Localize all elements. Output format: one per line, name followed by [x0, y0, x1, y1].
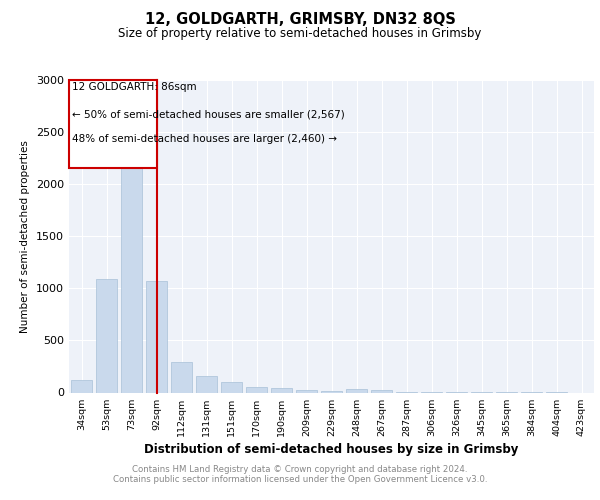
Bar — [71, 380, 92, 392]
Text: Contains HM Land Registry data © Crown copyright and database right 2024.
Contai: Contains HM Land Registry data © Crown c… — [113, 464, 487, 484]
Text: 12 GOLDGARTH: 86sqm: 12 GOLDGARTH: 86sqm — [71, 82, 196, 92]
Bar — [271, 388, 292, 392]
Bar — [346, 390, 367, 392]
X-axis label: Distribution of semi-detached houses by size in Grimsby: Distribution of semi-detached houses by … — [145, 442, 518, 456]
Text: Size of property relative to semi-detached houses in Grimsby: Size of property relative to semi-detach… — [118, 28, 482, 40]
Bar — [171, 362, 192, 392]
Text: 12, GOLDGARTH, GRIMSBY, DN32 8QS: 12, GOLDGARTH, GRIMSBY, DN32 8QS — [145, 12, 455, 28]
Bar — [296, 390, 317, 392]
Bar — [121, 158, 142, 392]
FancyBboxPatch shape — [69, 80, 157, 168]
Bar — [146, 281, 167, 392]
Bar — [371, 390, 392, 392]
Text: ← 50% of semi-detached houses are smaller (2,567): ← 50% of semi-detached houses are smalle… — [71, 109, 344, 119]
Bar — [221, 382, 242, 392]
Text: 48% of semi-detached houses are larger (2,460) →: 48% of semi-detached houses are larger (… — [71, 134, 337, 144]
Bar — [246, 387, 267, 392]
Bar — [96, 279, 117, 392]
Y-axis label: Number of semi-detached properties: Number of semi-detached properties — [20, 140, 31, 332]
Bar — [321, 391, 342, 392]
Bar — [196, 376, 217, 392]
